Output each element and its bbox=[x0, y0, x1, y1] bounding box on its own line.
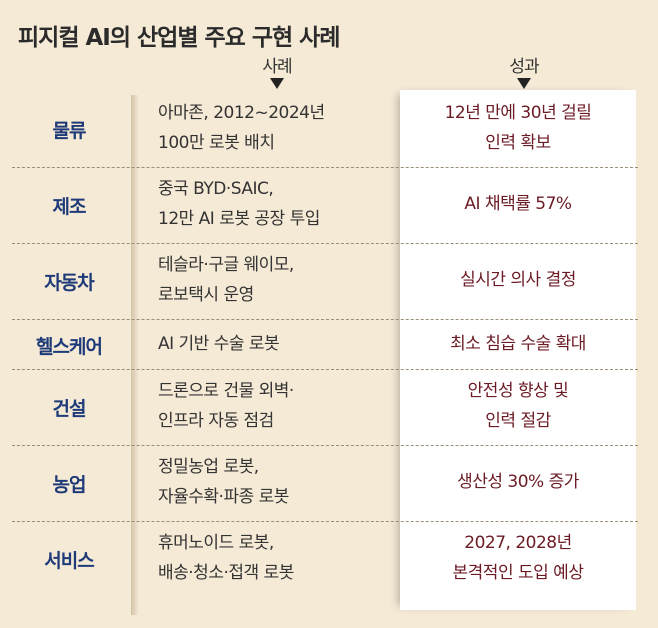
row-divider bbox=[12, 369, 638, 370]
result-cell: AI 채택률 57% bbox=[402, 189, 634, 219]
result-cell: 안전성 향상 및 인력 절감 bbox=[402, 376, 634, 436]
page-title: 피지컬 AI의 산업별 주요 구현 사례 bbox=[18, 25, 340, 51]
row-divider bbox=[12, 319, 638, 320]
category-label: 헬스케어 bbox=[36, 336, 103, 358]
example-line: 인프라 자동 점검 bbox=[158, 411, 274, 431]
category-label: 물류 bbox=[52, 120, 87, 142]
row-divider bbox=[12, 167, 638, 168]
table-row: 제조 중국 BYD·SAIC, 12만 AI 로봇 공장 투입 AI 채택률 5… bbox=[0, 168, 658, 244]
example-line: 12만 AI 로봇 공장 투입 bbox=[158, 209, 320, 229]
example-line: 아마존, 2012~2024년 bbox=[158, 103, 325, 123]
case-table: 물류 아마존, 2012~2024년 100만 로봇 배치 12년 만에 30년… bbox=[0, 92, 658, 583]
result-line: 최소 침습 수술 확대 bbox=[450, 334, 586, 354]
result-line: 본격적인 도입 예상 bbox=[452, 563, 584, 583]
example-cell: 드론으로 건물 외벽· 인프라 자동 점검 bbox=[158, 376, 396, 436]
example-cell: 중국 BYD·SAIC, 12만 AI 로봇 공장 투입 bbox=[158, 174, 396, 234]
row-divider bbox=[12, 521, 638, 522]
result-line: 실시간 의사 결정 bbox=[460, 270, 576, 290]
row-divider bbox=[12, 445, 638, 446]
example-cell: 정밀농업 로봇, 자율수확·파종 로봇 bbox=[158, 452, 396, 512]
example-line: 배송·청소·접객 로봇 bbox=[158, 563, 294, 583]
example-line: 정밀농업 로봇, bbox=[158, 457, 259, 477]
down-arrow-icon bbox=[270, 78, 284, 89]
example-cell: 테슬라·구글 웨이모, 로보택시 운영 bbox=[158, 250, 396, 310]
table-row: 서비스 휴머노이드 로봇, 배송·청소·접객 로봇 2027, 2028년 본격… bbox=[0, 522, 658, 602]
result-cell: 최소 침습 수술 확대 bbox=[402, 329, 634, 359]
result-line: 안전성 향상 및 bbox=[467, 381, 569, 401]
example-cell: 아마존, 2012~2024년 100만 로봇 배치 bbox=[158, 98, 396, 158]
table-row: 헬스케어 AI 기반 수술 로봇 최소 침습 수술 확대 bbox=[0, 320, 658, 370]
result-line: 12년 만에 30년 걸릴 bbox=[444, 103, 592, 123]
category-label: 제조 bbox=[52, 196, 87, 218]
column-header-result-label: 성과 bbox=[509, 57, 539, 77]
result-cell: 2027, 2028년 본격적인 도입 예상 bbox=[402, 528, 634, 588]
result-line: 인력 절감 bbox=[485, 411, 551, 431]
result-line: AI 채택률 57% bbox=[464, 194, 572, 214]
example-line: 드론으로 건물 외벽· bbox=[158, 381, 294, 401]
example-line: AI 기반 수술 로봇 bbox=[158, 334, 280, 354]
result-column-panel bbox=[400, 90, 636, 610]
result-cell: 12년 만에 30년 걸릴 인력 확보 bbox=[402, 98, 634, 158]
table-row: 농업 정밀농업 로봇, 자율수확·파종 로봇 생산성 30% 증가 bbox=[0, 446, 658, 522]
result-cell: 실시간 의사 결정 bbox=[402, 265, 634, 295]
example-line: 자율수확·파종 로봇 bbox=[158, 487, 289, 507]
category-label: 서비스 bbox=[44, 550, 94, 572]
down-arrow-icon bbox=[517, 78, 531, 89]
example-line: 100만 로봇 배치 bbox=[158, 133, 275, 153]
column-header-example: 사례 bbox=[237, 52, 317, 89]
column-header-example-label: 사례 bbox=[262, 57, 292, 77]
column-header-result: 성과 bbox=[484, 52, 564, 89]
result-line: 2027, 2028년 bbox=[464, 533, 572, 553]
example-line: 로보택시 운영 bbox=[158, 285, 254, 305]
column-separator-shadow bbox=[131, 95, 139, 615]
table-row: 자동차 테슬라·구글 웨이모, 로보택시 운영 실시간 의사 결정 bbox=[0, 244, 658, 320]
category-label: 농업 bbox=[52, 474, 87, 496]
category-label: 건설 bbox=[52, 398, 87, 420]
table-row: 물류 아마존, 2012~2024년 100만 로봇 배치 12년 만에 30년… bbox=[0, 92, 658, 168]
example-line: 중국 BYD·SAIC, bbox=[158, 179, 274, 199]
example-cell: AI 기반 수술 로봇 bbox=[158, 329, 396, 359]
result-line: 인력 확보 bbox=[485, 133, 551, 153]
row-divider bbox=[12, 243, 638, 244]
example-line: 휴머노이드 로봇, bbox=[158, 533, 274, 553]
table-row: 건설 드론으로 건물 외벽· 인프라 자동 점검 안전성 향상 및 인력 절감 bbox=[0, 370, 658, 446]
category-label: 자동차 bbox=[44, 272, 94, 294]
example-line: 테슬라·구글 웨이모, bbox=[158, 255, 294, 275]
result-line: 생산성 30% 증가 bbox=[457, 472, 579, 492]
result-cell: 생산성 30% 증가 bbox=[402, 467, 634, 497]
example-cell: 휴머노이드 로봇, 배송·청소·접객 로봇 bbox=[158, 528, 396, 588]
